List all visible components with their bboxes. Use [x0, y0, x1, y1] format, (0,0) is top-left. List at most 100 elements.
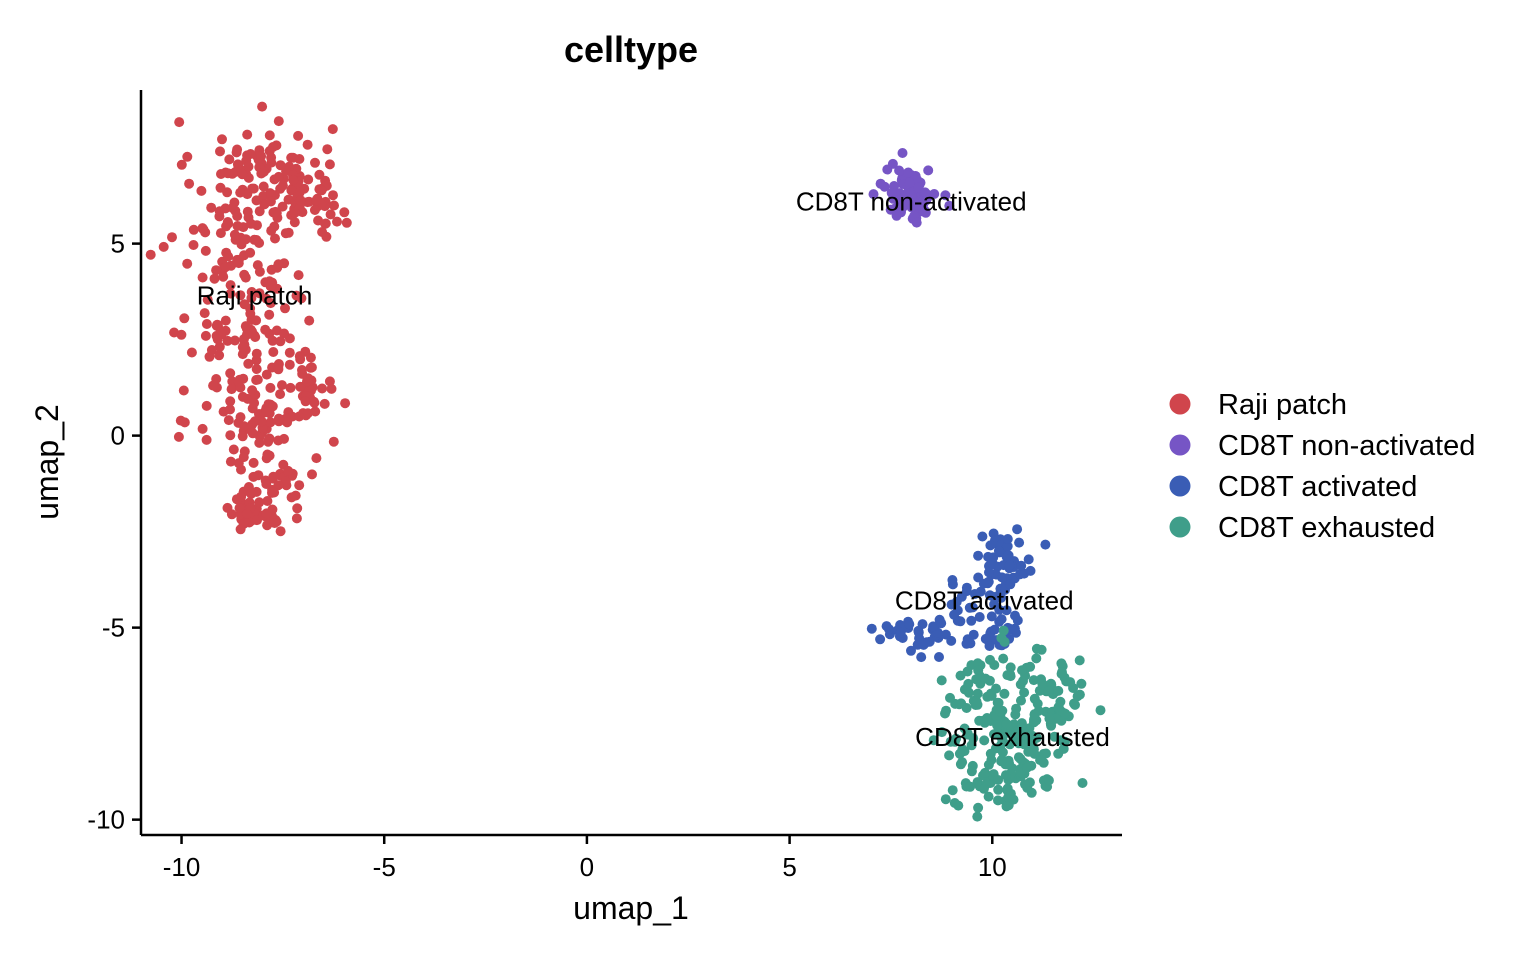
- data-point: [188, 224, 199, 235]
- data-point: [257, 101, 268, 112]
- data-point: [898, 192, 909, 203]
- legend-item: CD8T activated: [1169, 471, 1417, 503]
- legend-label: CD8T activated: [1218, 471, 1417, 503]
- data-point: [1057, 667, 1067, 678]
- data-point: [966, 766, 977, 777]
- data-point: [265, 196, 276, 207]
- data-point: [1077, 778, 1088, 788]
- data-point: [945, 692, 955, 703]
- data-point: [237, 349, 248, 360]
- x-tick-label: -5: [373, 852, 396, 882]
- cluster-label-1: CD8T non-activated: [796, 186, 1027, 216]
- data-point: [248, 457, 259, 468]
- data-point: [944, 750, 955, 761]
- data-point: [302, 139, 313, 150]
- data-point: [317, 383, 328, 394]
- data-point: [959, 723, 970, 734]
- y-axis-ticks: -10 -5 0 5: [87, 229, 141, 835]
- data-point: [268, 347, 279, 357]
- data-point: [305, 362, 316, 373]
- data-point: [946, 599, 957, 610]
- data-point: [215, 146, 225, 157]
- data-point: [996, 633, 1007, 643]
- data-point: [270, 233, 280, 244]
- data-point: [280, 303, 290, 314]
- data-point: [225, 430, 236, 441]
- series-0-points: [145, 101, 352, 537]
- data-point: [978, 578, 989, 589]
- data-point: [273, 413, 284, 424]
- data-point: [208, 380, 219, 391]
- data-point: [258, 181, 269, 192]
- data-point: [314, 184, 325, 195]
- data-point: [215, 228, 226, 239]
- data-point: [251, 195, 262, 206]
- data-point: [288, 152, 298, 163]
- data-point: [940, 190, 951, 201]
- data-point: [984, 641, 995, 651]
- data-point: [145, 249, 156, 260]
- data-point: [993, 795, 1003, 806]
- y-tick-label: -5: [102, 613, 125, 643]
- cluster-labels: Raji patch CD8T non-activated CD8T activat…: [197, 186, 1110, 752]
- data-point: [972, 811, 983, 822]
- y-axis-title: umap_2: [29, 404, 65, 520]
- data-point: [339, 207, 350, 218]
- data-point: [886, 187, 897, 198]
- data-point: [245, 247, 256, 258]
- data-point: [254, 266, 265, 277]
- data-point: [327, 124, 338, 135]
- data-point: [997, 747, 1008, 758]
- data-point: [999, 729, 1010, 740]
- data-point: [906, 645, 916, 656]
- data-point: [197, 223, 208, 234]
- data-point: [199, 308, 210, 319]
- data-point: [224, 154, 235, 165]
- data-point: [1023, 554, 1034, 565]
- data-point: [273, 171, 284, 182]
- data-point: [196, 185, 207, 196]
- data-point: [273, 259, 284, 270]
- data-point: [212, 334, 223, 345]
- data-point: [251, 375, 262, 385]
- legend-item: Raji patch: [1169, 389, 1347, 421]
- data-point: [1002, 541, 1013, 552]
- data-point: [188, 240, 199, 250]
- x-axis-ticks: -10 -5 0 5 10: [163, 835, 1007, 882]
- data-point: [261, 508, 272, 519]
- data-point: [311, 453, 322, 464]
- data-point: [1012, 524, 1023, 535]
- data-point: [916, 652, 927, 663]
- data-point: [179, 313, 190, 324]
- data-point: [961, 586, 972, 597]
- data-point: [949, 798, 960, 808]
- data-point: [209, 273, 220, 284]
- data-point: [290, 207, 300, 218]
- data-point: [979, 717, 990, 728]
- data-point: [236, 491, 247, 502]
- data-point: [295, 195, 306, 206]
- data-point: [328, 436, 339, 447]
- data-point: [983, 551, 994, 562]
- data-point: [997, 572, 1007, 583]
- data-point: [1043, 775, 1054, 786]
- data-point: [974, 612, 985, 622]
- data-point: [973, 550, 984, 561]
- data-point: [223, 218, 234, 229]
- data-point: [1014, 537, 1025, 548]
- data-point: [201, 400, 212, 411]
- data-point: [965, 781, 976, 792]
- data-point: [294, 351, 305, 362]
- data-point: [341, 217, 352, 228]
- data-point: [996, 754, 1007, 765]
- data-point: [201, 319, 212, 329]
- data-point: [247, 183, 258, 194]
- data-point: [1012, 615, 1023, 626]
- data-point: [1001, 801, 1012, 812]
- data-point: [305, 352, 316, 363]
- data-point: [1055, 735, 1066, 746]
- data-point: [229, 335, 240, 346]
- data-point: [239, 421, 249, 432]
- data-point: [235, 187, 246, 198]
- data-point: [260, 324, 271, 335]
